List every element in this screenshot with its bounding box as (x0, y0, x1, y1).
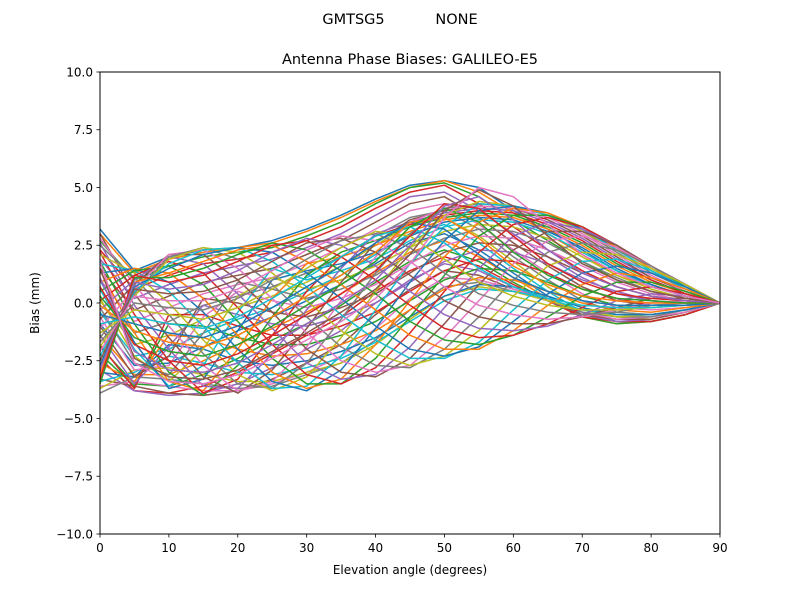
series-line-36 (99, 205, 721, 394)
y-tick-label: −5.0 (64, 412, 93, 426)
chart-title: Antenna Phase Biases: GALILEO-E5 (282, 52, 538, 68)
plot-lines (99, 179, 721, 397)
x-tick-label: 70 (575, 541, 590, 555)
x-tick-label: 10 (161, 541, 176, 555)
y-tick-label: −7.5 (64, 470, 93, 484)
x-axis: 0 10 20 30 40 50 60 70 80 90 (96, 534, 728, 555)
y-tick-label: −10.0 (56, 527, 93, 541)
series-line-62 (99, 216, 720, 348)
x-tick-label: 50 (437, 541, 452, 555)
x-tick-label: 60 (506, 541, 521, 555)
y-tick-label: 7.5 (74, 123, 93, 137)
series-line-63 (99, 207, 720, 357)
series-line-19 (99, 286, 721, 390)
series-line-64 (99, 202, 721, 367)
y-tick-label: 10.0 (66, 65, 93, 79)
series-line-53 (99, 242, 721, 385)
figure-suptitle: GMTSG5 NONE (322, 12, 477, 28)
y-tick-label: −2.5 (64, 354, 93, 368)
x-tick-label: 40 (368, 541, 383, 555)
x-tick-label: 0 (96, 541, 104, 555)
series-line-50 (99, 246, 721, 360)
x-tick-label: 20 (230, 541, 245, 555)
y-tick-label: 0.0 (74, 296, 93, 310)
y-axis: −10.0 −7.5 −5.0 −2.5 0.0 2.5 5.0 7.5 10.0 (56, 65, 100, 541)
series-line-34 (99, 209, 721, 394)
series-line-65 (99, 195, 721, 374)
y-axis-label: Bias (mm) (28, 272, 42, 334)
x-axis-label: Elevation angle (degrees) (333, 563, 487, 577)
y-tick-label: 2.5 (74, 239, 93, 253)
x-tick-label: 90 (712, 541, 727, 555)
series-line-49 (99, 246, 721, 367)
y-tick-label: 5.0 (74, 181, 93, 195)
series-line-54 (99, 239, 721, 380)
series-line-66 (99, 189, 721, 380)
series-line-67 (99, 186, 721, 385)
series-line-58 (99, 232, 720, 343)
series-line-51 (99, 246, 721, 366)
series-line-38 (99, 202, 721, 390)
x-tick-label: 80 (643, 541, 658, 555)
x-tick-label: 30 (299, 541, 314, 555)
